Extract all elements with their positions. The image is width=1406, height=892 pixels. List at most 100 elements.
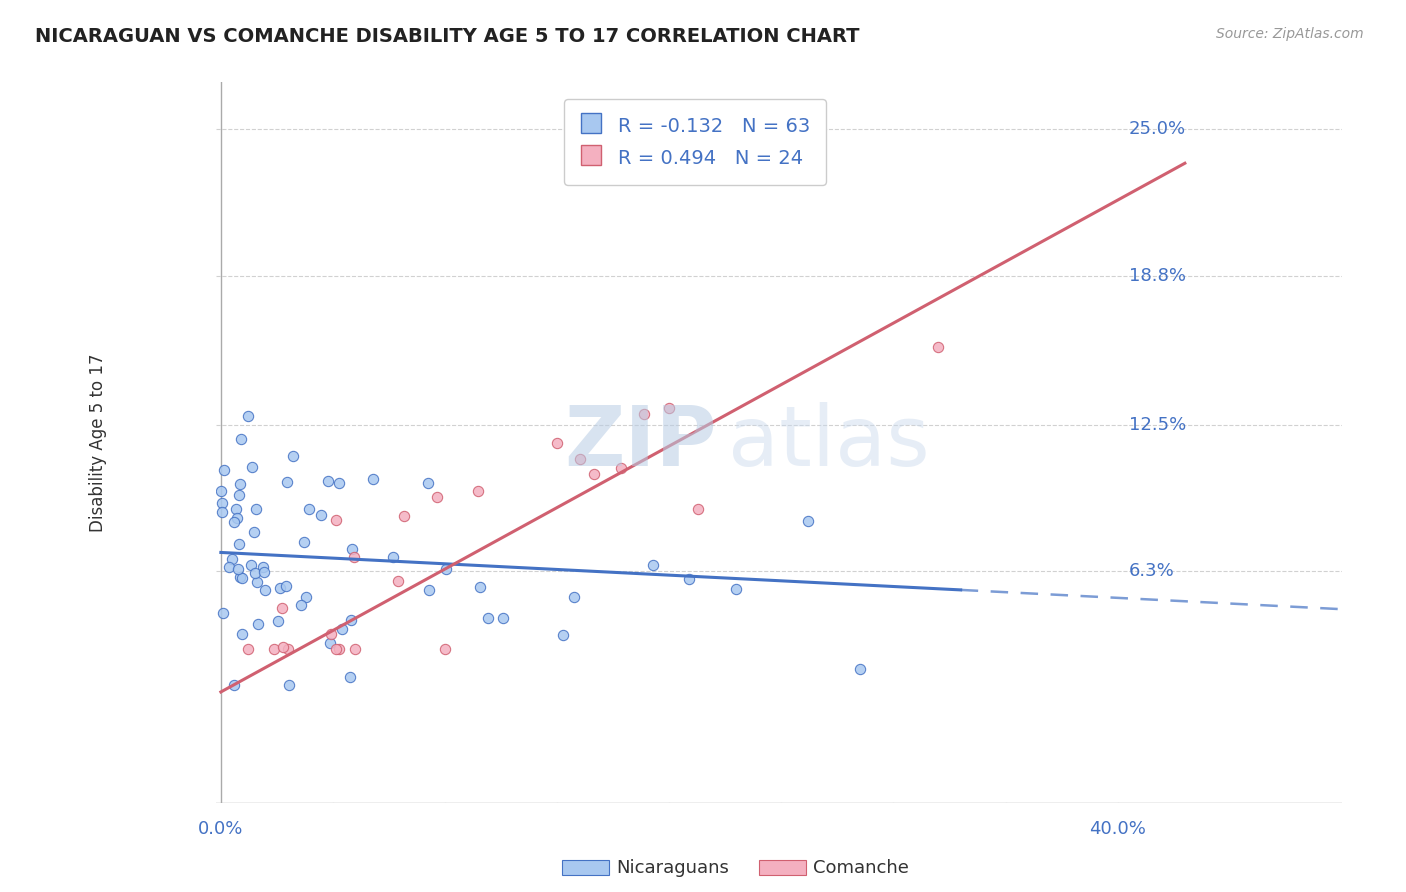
Point xyxy=(221,552,243,566)
Point xyxy=(343,642,366,657)
Point xyxy=(426,490,449,504)
Point xyxy=(252,559,274,574)
Legend: R = -0.132   N = 63, R = 0.494   N = 24: R = -0.132 N = 63, R = 0.494 N = 24 xyxy=(564,99,825,185)
Point xyxy=(269,581,291,595)
Text: Disability Age 5 to 17: Disability Age 5 to 17 xyxy=(89,353,107,532)
Point xyxy=(238,409,260,423)
Text: Comanche: Comanche xyxy=(813,859,908,877)
Point xyxy=(228,537,250,551)
Point xyxy=(328,642,350,657)
Point xyxy=(339,670,361,684)
Point xyxy=(228,487,250,501)
Point xyxy=(225,501,247,516)
Point xyxy=(328,476,350,491)
Point xyxy=(434,562,457,576)
Point xyxy=(245,502,267,516)
Point xyxy=(246,617,269,632)
Text: 40.0%: 40.0% xyxy=(1090,820,1146,838)
Point xyxy=(254,582,277,597)
Point xyxy=(212,463,235,477)
Point xyxy=(229,432,252,446)
Point xyxy=(849,662,872,676)
Point xyxy=(796,514,818,528)
Point xyxy=(330,622,353,636)
Point xyxy=(340,542,363,557)
Point xyxy=(343,549,366,564)
Point xyxy=(546,436,568,450)
Point xyxy=(231,627,253,641)
Point xyxy=(211,496,233,510)
Point xyxy=(298,501,321,516)
Point xyxy=(641,558,664,572)
Point xyxy=(477,611,499,625)
Point xyxy=(633,407,655,421)
Point xyxy=(225,510,247,524)
Point xyxy=(271,640,294,655)
Point xyxy=(211,505,233,519)
Point xyxy=(277,642,299,657)
Point xyxy=(239,558,262,572)
Point xyxy=(381,549,404,564)
Point xyxy=(292,535,315,549)
Point xyxy=(325,642,347,657)
Point xyxy=(468,580,491,594)
Point xyxy=(418,582,440,597)
Point xyxy=(290,598,312,612)
Point xyxy=(240,459,263,474)
Point xyxy=(467,483,489,498)
Point xyxy=(243,524,266,539)
Point xyxy=(688,501,710,516)
Text: NICARAGUAN VS COMANCHE DISABILITY AGE 5 TO 17 CORRELATION CHART: NICARAGUAN VS COMANCHE DISABILITY AGE 5 … xyxy=(35,27,859,45)
Point xyxy=(245,566,267,581)
Text: Nicaraguans: Nicaraguans xyxy=(616,859,728,877)
Point xyxy=(387,574,409,589)
Point xyxy=(309,508,332,522)
Point xyxy=(231,571,253,585)
Point xyxy=(281,449,304,463)
Point xyxy=(492,610,515,624)
Point xyxy=(267,614,290,628)
Point xyxy=(339,613,361,627)
Point xyxy=(434,642,457,657)
Point xyxy=(211,606,233,620)
Point xyxy=(610,460,633,475)
Point xyxy=(278,678,301,692)
Point xyxy=(658,401,681,416)
Point xyxy=(246,574,269,589)
Point xyxy=(295,590,318,604)
Text: Source: ZipAtlas.com: Source: ZipAtlas.com xyxy=(1216,27,1364,41)
Point xyxy=(276,475,298,490)
Point xyxy=(325,512,347,526)
Point xyxy=(229,570,252,584)
Point xyxy=(394,509,416,524)
Point xyxy=(583,467,606,481)
Point xyxy=(316,474,339,488)
Point xyxy=(361,472,384,486)
Point xyxy=(263,642,285,657)
Text: 25.0%: 25.0% xyxy=(1129,120,1185,138)
Point xyxy=(569,452,592,467)
Text: 0.0%: 0.0% xyxy=(198,820,243,838)
Text: 6.3%: 6.3% xyxy=(1129,562,1174,581)
Point xyxy=(562,590,585,604)
Text: atlas: atlas xyxy=(728,402,931,483)
Point xyxy=(228,476,250,491)
Point xyxy=(236,642,259,657)
Point xyxy=(226,562,249,576)
Point xyxy=(553,628,575,642)
Text: 18.8%: 18.8% xyxy=(1129,267,1185,285)
Point xyxy=(927,340,949,354)
Point xyxy=(209,484,232,499)
Point xyxy=(725,582,748,596)
Text: ZIP: ZIP xyxy=(565,402,717,483)
Point xyxy=(678,572,700,586)
Point xyxy=(318,636,340,650)
Point xyxy=(222,678,245,692)
Point xyxy=(416,475,439,490)
Point xyxy=(253,565,276,579)
Point xyxy=(218,560,240,574)
Point xyxy=(319,626,342,640)
Point xyxy=(276,579,298,593)
Point xyxy=(222,516,245,530)
Text: 12.5%: 12.5% xyxy=(1129,416,1187,434)
